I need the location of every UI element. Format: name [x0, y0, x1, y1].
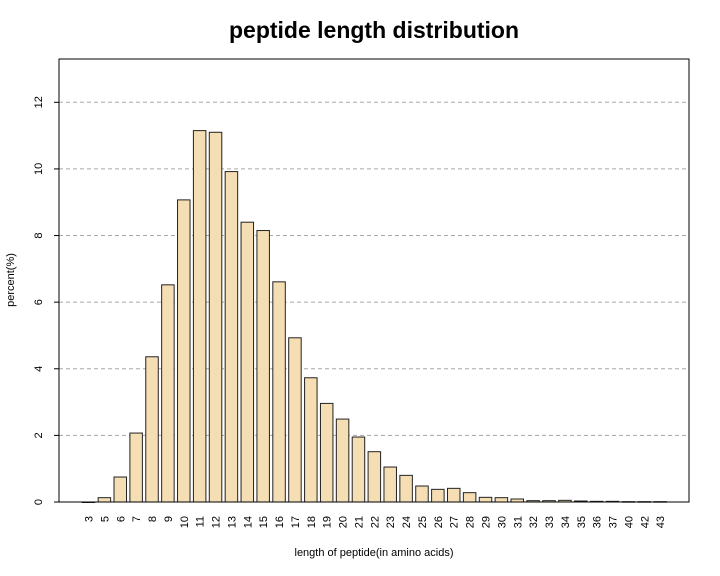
- bar-19: [319, 402, 334, 503]
- bar-8: [145, 356, 159, 503]
- y-axis: 0 2 4 6 8 10 12: [33, 96, 59, 505]
- x-tick-label: 24: [401, 516, 413, 528]
- bar-23: [383, 466, 397, 503]
- x-tick-label: 7: [131, 516, 143, 522]
- y-axis-label: percent(%): [5, 253, 17, 307]
- x-tick-label: 34: [560, 516, 572, 528]
- x-tick-label: 40: [623, 516, 635, 528]
- x-tick-label: 27: [449, 516, 461, 528]
- y-tick-label: 2: [33, 432, 45, 438]
- x-tick-label: 32: [528, 516, 540, 528]
- x-tick-label: 14: [242, 516, 254, 528]
- bar-28: [462, 492, 477, 503]
- x-tick-label: 21: [353, 516, 365, 528]
- x-tick-label: 19: [322, 516, 334, 528]
- x-tick-label: 37: [608, 516, 620, 528]
- bar-20: [335, 418, 350, 503]
- y-tick-label: 8: [33, 232, 45, 238]
- y-tick-label: 0: [33, 499, 45, 505]
- x-tick-label: 26: [433, 516, 445, 528]
- bar-15: [256, 230, 270, 503]
- x-tick-label: 16: [274, 516, 286, 528]
- bar-6: [113, 476, 128, 503]
- y-tick-label: 12: [33, 96, 45, 108]
- x-tick-label: 23: [385, 516, 397, 528]
- x-tick-label: 12: [211, 516, 223, 528]
- bar-13: [224, 171, 239, 503]
- x-tick-label: 33: [544, 516, 556, 528]
- x-tick-label: 35: [576, 516, 588, 528]
- bar-7: [129, 432, 143, 503]
- bar-9: [161, 284, 175, 503]
- y-tick-label: 6: [33, 299, 45, 305]
- x-tick-label: 20: [338, 516, 350, 528]
- bar-5: [97, 497, 112, 503]
- bar-25: [415, 485, 429, 503]
- bar-29: [478, 496, 493, 503]
- bar-26: [431, 488, 445, 503]
- x-tick-label: 3: [84, 516, 96, 522]
- x-tick-label: 28: [465, 516, 477, 528]
- bar-22: [367, 451, 382, 503]
- bar-16: [272, 281, 286, 503]
- x-tick-label: 22: [369, 516, 381, 528]
- bars-layer: [81, 130, 667, 503]
- x-tick-label: 15: [258, 516, 270, 528]
- x-tick-label: 31: [512, 516, 524, 528]
- bar-18: [304, 377, 318, 503]
- x-tick-label: 11: [195, 516, 207, 527]
- x-tick-label: 29: [481, 516, 493, 528]
- bar-27: [446, 487, 461, 503]
- x-tick-label: 6: [115, 516, 127, 522]
- x-axis-label: length of peptide(in amino acids): [295, 547, 454, 559]
- x-tick-label: 18: [306, 516, 318, 528]
- x-tick-label: 8: [147, 516, 159, 522]
- x-tick-label: 9: [163, 516, 175, 522]
- plot-frame: [58, 58, 690, 503]
- chart-title: peptide length distribution: [229, 17, 519, 43]
- x-tick-label: 17: [290, 516, 302, 528]
- bar-21: [351, 436, 366, 503]
- x-tick-label: 42: [639, 516, 651, 528]
- x-tick-label: 10: [179, 516, 191, 528]
- x-tick-label: 30: [496, 516, 508, 528]
- bar-30: [494, 497, 509, 503]
- x-tick-label: 13: [226, 516, 238, 528]
- bar-12: [208, 131, 223, 503]
- x-tick-label: 5: [99, 516, 111, 522]
- bar-11: [192, 130, 207, 503]
- x-tick-label: 36: [592, 516, 604, 528]
- y-tick-label: 10: [33, 163, 45, 175]
- bar-17: [288, 337, 302, 503]
- x-tick-label: 43: [655, 516, 667, 528]
- x-axis: 3 5 6 7 8 9 10 11 12 13 14 15 16 17 18 19 20 21 22 23 24 25 26…: [84, 516, 668, 528]
- y-tick-label: 4: [33, 366, 45, 372]
- x-tick-label: 25: [417, 516, 429, 528]
- bar-14: [240, 221, 255, 503]
- bar-10: [177, 199, 191, 503]
- bar-24: [399, 474, 413, 503]
